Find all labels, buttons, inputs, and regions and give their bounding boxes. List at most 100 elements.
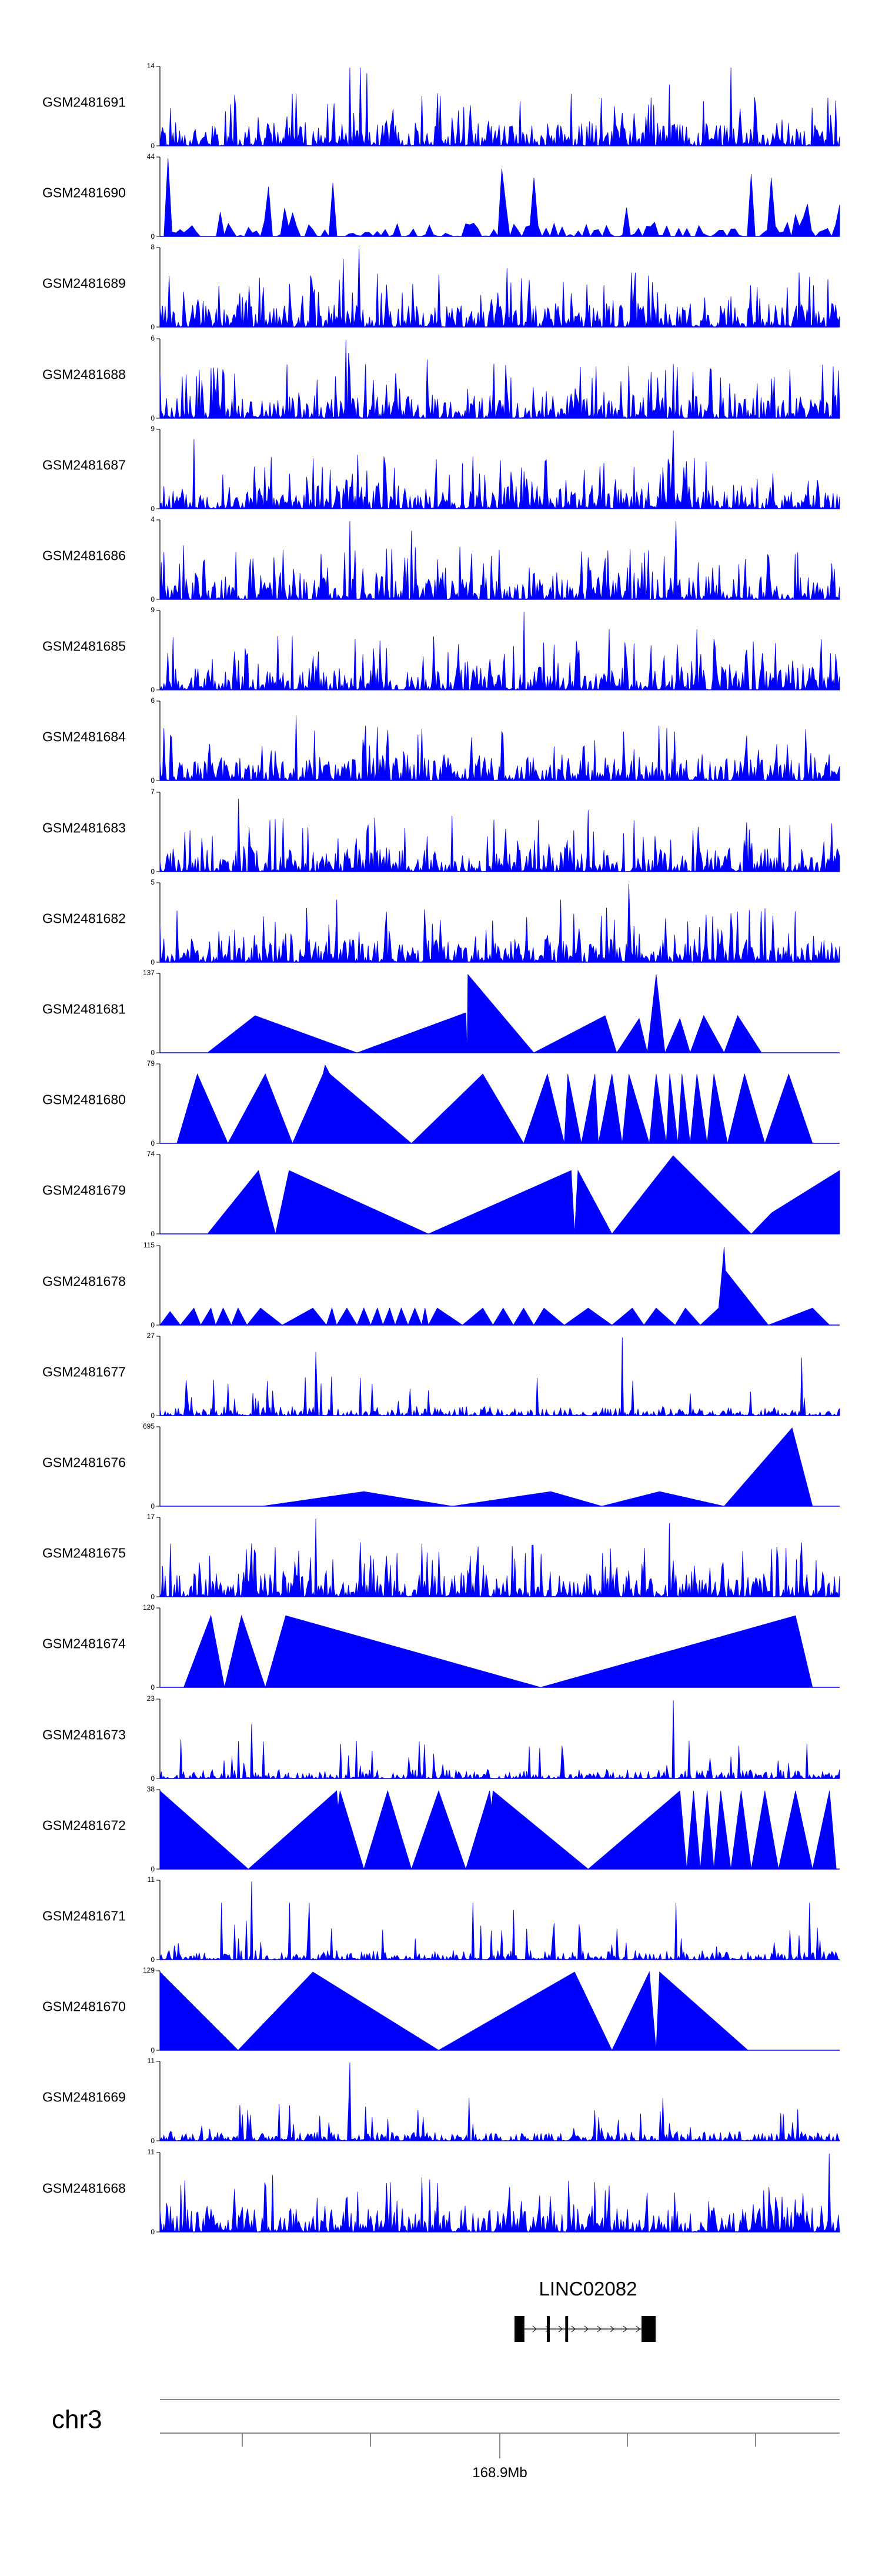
track-label: GSM2481682 <box>42 911 126 926</box>
track-y0-label: 0 <box>151 958 155 966</box>
track-ymax-label: 79 <box>147 1059 155 1067</box>
track-ymax-label: 695 <box>143 1422 155 1430</box>
track-ymax-label: 44 <box>147 152 155 161</box>
track-y0-label: 0 <box>151 1593 155 1601</box>
track-ymax-label: 9 <box>151 425 155 433</box>
track-y0-label: 0 <box>151 232 155 241</box>
track-label: GSM2481681 <box>42 1002 126 1017</box>
gene-strand-arrow <box>584 2325 589 2333</box>
track-label: GSM2481686 <box>42 548 126 563</box>
track-label: GSM2481672 <box>42 1818 126 1833</box>
track-label: GSM2481683 <box>42 820 126 836</box>
track-y0-label: 0 <box>151 1321 155 1329</box>
track-ymax-label: 74 <box>147 1150 155 1158</box>
gene-name-label: LINC02082 <box>539 2278 637 2300</box>
track-coverage-area <box>159 1246 830 1326</box>
track-coverage-area <box>206 973 762 1054</box>
track-label: GSM2481688 <box>42 367 126 382</box>
track-label: GSM2481679 <box>42 1183 126 1198</box>
track-y0-label: 0 <box>151 505 155 513</box>
genome-axis-label: 168.9Mb <box>472 2465 527 2481</box>
track-ymax-label: 8 <box>151 243 155 251</box>
track-coverage-area <box>159 2153 840 2233</box>
track-label: GSM2481671 <box>42 1908 126 1924</box>
track-coverage-area <box>159 611 840 691</box>
track-coverage-area <box>159 2062 840 2142</box>
gene-exon <box>642 2316 644 2342</box>
track-y0-label: 0 <box>151 2137 155 2145</box>
track-y0-label: 0 <box>151 595 155 603</box>
track-y0-label: 0 <box>151 1865 155 1873</box>
track-coverage-area <box>176 1064 813 1144</box>
track-label: GSM2481684 <box>42 729 126 745</box>
track-y0-label: 0 <box>151 142 155 150</box>
track-ymax-label: 14 <box>147 62 155 70</box>
track-y0-label: 0 <box>151 1956 155 1964</box>
gene-exon <box>514 2316 524 2342</box>
track-coverage-area <box>159 520 840 600</box>
track-ymax-label: 11 <box>148 2148 155 2156</box>
track-label: GSM2481675 <box>42 1546 126 1561</box>
track-ymax-label: 120 <box>143 1603 155 1611</box>
track-coverage-area <box>159 1700 840 1780</box>
track-ymax-label: 9 <box>151 606 155 614</box>
track-coverage-area <box>159 1881 840 1961</box>
track-y0-label: 0 <box>151 1502 155 1510</box>
gene-strand-arrow <box>623 2325 627 2333</box>
track-y0-label: 0 <box>151 686 155 694</box>
track-ymax-label: 4 <box>151 515 155 523</box>
gene-exon <box>565 2316 568 2342</box>
track-label: GSM2481678 <box>42 1274 126 1289</box>
track-ymax-label: 129 <box>143 1966 155 1974</box>
track-y0-label: 0 <box>151 1774 155 1783</box>
track-ymax-label: 27 <box>147 1332 155 1340</box>
track-y0-label: 0 <box>151 1412 155 1420</box>
gene-exon <box>547 2316 550 2342</box>
track-label: GSM2481670 <box>42 1999 126 2014</box>
track-ymax-label: 6 <box>151 334 155 342</box>
track-ymax-label: 23 <box>147 1694 155 1703</box>
track-coverage-area <box>159 339 840 419</box>
track-y0-label: 0 <box>151 1139 155 1147</box>
track-ymax-label: 115 <box>143 1241 155 1249</box>
track-coverage-area <box>159 1790 837 1870</box>
track-label: GSM2481690 <box>42 185 126 201</box>
track-coverage-area <box>159 1518 840 1598</box>
track-y0-label: 0 <box>151 1230 155 1238</box>
track-y0-label: 0 <box>151 2228 155 2236</box>
track-coverage-area <box>159 248 840 328</box>
track-coverage-area <box>183 1614 813 1689</box>
track-label: GSM2481685 <box>42 639 126 654</box>
track-y0-label: 0 <box>151 1049 155 1057</box>
track-coverage-area <box>207 1155 840 1234</box>
track-ymax-label: 5 <box>151 878 155 886</box>
gene-strand-arrow <box>636 2325 640 2333</box>
track-ymax-label: 38 <box>147 1785 155 1793</box>
track-y0-label: 0 <box>151 414 155 422</box>
gene-strand-arrow <box>532 2325 537 2333</box>
track-y0-label: 0 <box>151 323 155 331</box>
track-coverage-area <box>159 67 840 147</box>
track-label: GSM2481674 <box>42 1636 126 1651</box>
chromosome-label: chr3 <box>52 2405 102 2434</box>
gene-strand-arrow <box>571 2325 576 2333</box>
track-coverage-area <box>159 715 840 782</box>
track-ymax-label: 137 <box>143 969 155 977</box>
track-ymax-label: 11 <box>148 2057 155 2065</box>
gene-strand-arrow <box>610 2325 614 2333</box>
track-label: GSM2481689 <box>42 276 126 291</box>
track-coverage-area <box>159 883 840 963</box>
track-y0-label: 0 <box>151 2046 155 2054</box>
track-label: GSM2481668 <box>42 2181 126 2196</box>
track-label: GSM2481680 <box>42 1092 126 1107</box>
track-coverage-area <box>159 430 840 510</box>
track-y0-label: 0 <box>151 1683 155 1691</box>
track-coverage-area <box>159 1337 840 1417</box>
track-y0-label: 0 <box>151 776 155 785</box>
track-ymax-label: 6 <box>151 696 155 705</box>
track-coverage-area <box>159 1971 749 2051</box>
track-label: GSM2481669 <box>42 2090 126 2105</box>
track-label: GSM2481673 <box>42 1727 126 1743</box>
track-label: GSM2481676 <box>42 1455 126 1470</box>
